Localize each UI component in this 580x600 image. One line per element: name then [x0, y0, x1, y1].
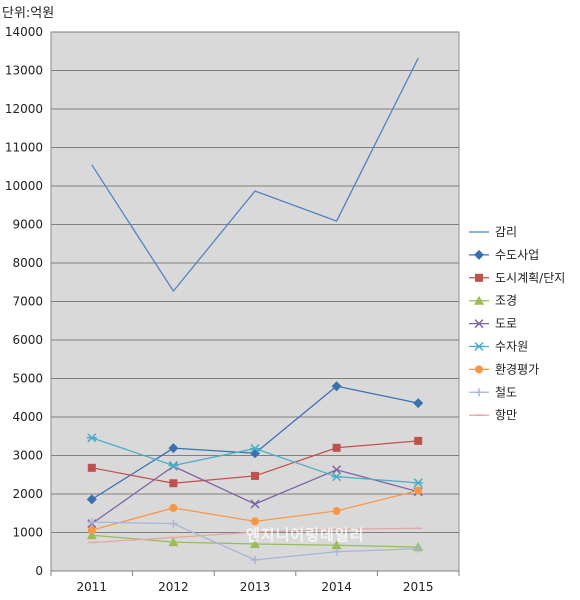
x-tick-label: 2015 [403, 580, 434, 594]
legend-label: 감리 [495, 225, 517, 239]
y-tick-label: 12000 [5, 102, 43, 116]
legend-item: 수자원 [469, 340, 528, 354]
y-tick-label: 9000 [12, 218, 43, 232]
y-tick-label: 11000 [5, 141, 43, 155]
y-tick-label: 3000 [12, 449, 43, 463]
series-group [87, 527, 423, 544]
data-point [86, 433, 97, 443]
y-tick-label: 6000 [12, 333, 43, 347]
series-group [87, 518, 423, 564]
x-tick-label: 2013 [240, 580, 271, 594]
legend-swatch-marker [475, 273, 483, 282]
data-point [331, 472, 342, 482]
legend-item: 감리 [469, 225, 517, 239]
data-point [168, 443, 179, 454]
y-tick-label: 7000 [12, 295, 43, 309]
series-line [91, 57, 419, 293]
legend-label: 항만 [495, 408, 517, 422]
y-tick-label: 13000 [5, 64, 43, 78]
legend-swatch-marker [475, 388, 483, 397]
legend-swatch-marker [474, 319, 484, 329]
watermark: 엔지니어링데일리 [246, 526, 365, 544]
legend-item: 조경 [469, 294, 517, 308]
series-group [86, 433, 424, 488]
data-point [169, 503, 178, 512]
x-tick-label: 2012 [158, 580, 189, 594]
data-point [87, 526, 96, 535]
data-point [414, 436, 423, 445]
data-point [86, 494, 97, 505]
legend-item: 도시계획/단지 [469, 271, 565, 285]
legend-label: 수도사업 [495, 248, 539, 262]
data-point [332, 506, 341, 515]
data-point [251, 517, 259, 526]
y-tick-label: 4000 [12, 410, 43, 424]
x-tick-label: 2011 [77, 580, 108, 594]
unit-label: 단위:억원 [2, 6, 55, 21]
data-point [332, 547, 341, 556]
data-point [86, 530, 97, 540]
legend-swatch-marker [474, 295, 484, 305]
y-tick-label: 0 [35, 564, 43, 578]
legend-item: 항만 [469, 408, 517, 422]
legend-label: 도시계획/단지 [495, 271, 565, 285]
y-tick-label: 5000 [12, 372, 43, 386]
legend-label: 조경 [495, 294, 517, 308]
data-point [169, 479, 178, 488]
data-point [332, 443, 341, 452]
data-point [250, 499, 260, 509]
data-point [168, 460, 179, 471]
y-tick-label: 14000 [5, 25, 43, 39]
data-point [332, 465, 342, 475]
legend-swatch-marker [475, 365, 483, 374]
data-point [413, 398, 424, 409]
series-group [86, 381, 424, 505]
legend-item: 환경평가 [469, 362, 539, 376]
series-group [91, 57, 419, 293]
data-point [87, 463, 96, 472]
y-tick-label: 10000 [5, 179, 43, 193]
legend-label: 철도 [495, 385, 517, 399]
data-point [168, 537, 179, 547]
legend-label: 수자원 [495, 340, 528, 354]
data-point [169, 519, 178, 528]
legend-swatch-marker [474, 341, 484, 352]
y-tick-label: 1000 [12, 526, 43, 540]
data-point [251, 555, 259, 564]
legend-label: 도로 [495, 317, 517, 331]
data-point [414, 486, 423, 495]
y-tick-label: 8000 [12, 256, 43, 270]
legend-item: 철도 [469, 385, 517, 399]
data-point [250, 444, 260, 454]
data-point [331, 381, 342, 392]
series-group [87, 486, 423, 535]
legend-item: 수도사업 [469, 248, 539, 262]
data-point [250, 539, 260, 549]
legend-swatch-marker [474, 249, 484, 260]
legend-item: 도로 [469, 317, 517, 331]
data-point [251, 471, 259, 480]
data-point [87, 518, 96, 527]
series-group [87, 436, 423, 488]
legend-label: 환경평가 [495, 362, 539, 376]
data-point [331, 540, 342, 550]
x-tick-label: 2014 [321, 580, 352, 594]
data-point [413, 478, 424, 488]
data-point [414, 544, 423, 553]
y-tick-label: 2000 [12, 487, 43, 501]
